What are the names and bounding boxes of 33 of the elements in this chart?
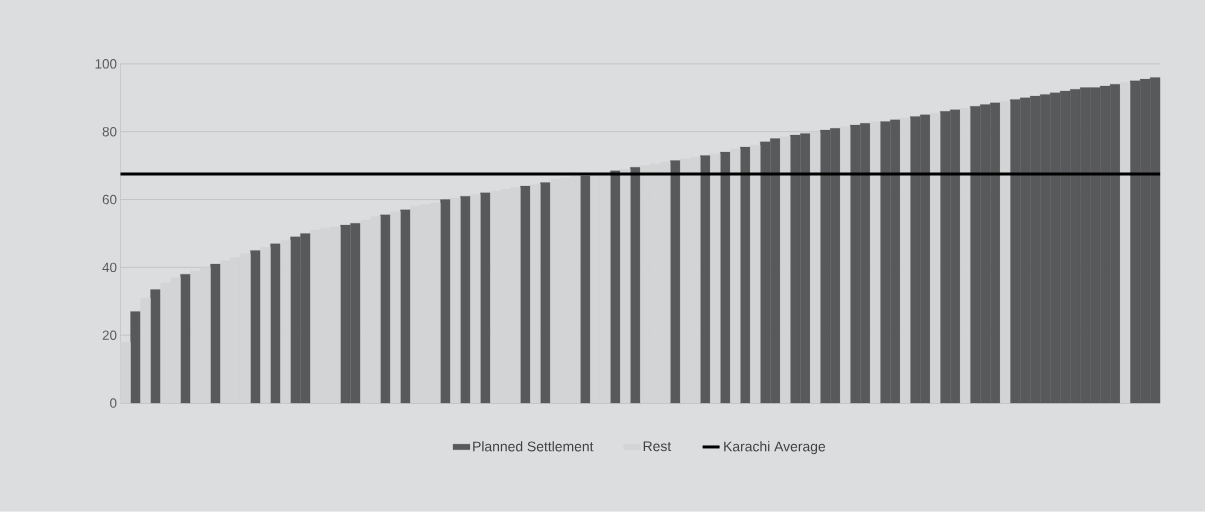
bar — [900, 118, 911, 404]
bar — [930, 113, 941, 404]
bar — [620, 169, 631, 404]
bar — [750, 145, 761, 404]
bar — [280, 240, 291, 404]
bar — [260, 247, 271, 404]
bar — [470, 194, 481, 404]
bar — [210, 263, 221, 404]
bar — [1120, 82, 1131, 404]
bar — [150, 289, 161, 404]
bar — [120, 342, 131, 404]
y-tick-label: 80 — [102, 127, 117, 137]
bar — [390, 211, 401, 404]
bar — [450, 197, 461, 404]
y-tick-label: 60 — [102, 194, 117, 205]
y-tick-label: 100 — [95, 59, 117, 69]
bar — [960, 107, 971, 404]
bar — [780, 136, 791, 404]
bar — [130, 311, 141, 404]
legend-label: Planned Settlement — [473, 441, 594, 452]
bar — [810, 131, 821, 404]
bar — [530, 184, 541, 404]
bar — [710, 153, 721, 404]
y-tick-label: 0 — [110, 398, 117, 408]
legend-label: Karachi Average — [724, 441, 826, 455]
bar — [840, 126, 851, 404]
legend-label: Rest — [643, 441, 672, 452]
bar — [1000, 101, 1011, 404]
bar — [870, 121, 881, 404]
bar — [730, 148, 741, 404]
y-tick-label: 40 — [102, 262, 117, 273]
bar — [140, 297, 151, 404]
y-tick-label: 20 — [102, 330, 117, 341]
